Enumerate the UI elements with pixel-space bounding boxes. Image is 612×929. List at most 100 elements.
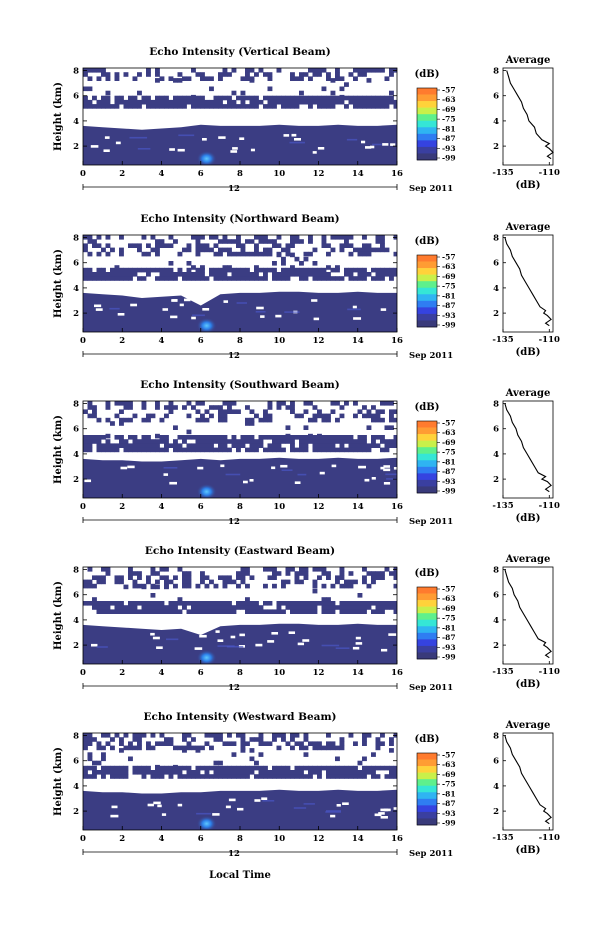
echo-upper-band-cell [87,401,93,406]
echo-upper-band-cell [281,733,286,738]
echo-gap-cell [275,314,282,318]
colorbar-swatch [417,313,437,321]
echo-sparse-cell [105,433,111,439]
echo-lower-band-cell [110,104,115,109]
colorbar-swatch [417,268,437,275]
x-tick-label: 8 [237,336,243,346]
echo-upper-band-cell [330,401,336,406]
echo-lower-band-cell [182,439,187,444]
echo-lower-band-cell [132,99,138,105]
echo-upper-band-cell [182,405,187,410]
echo-gap-cell [194,647,203,650]
echo-lower-band-cell [137,104,142,109]
colorbar-swatch [417,600,437,607]
echo-upper-band-cell [371,571,376,576]
echo-upper-band-cell [137,741,142,746]
echo-gap-cell [169,481,178,485]
echo-lower-band-cell [344,770,349,775]
echo-upper-band-cell [312,72,318,77]
echo-sparse-cell [209,86,214,92]
echo-upper-band-cell [362,413,367,419]
echo-lower-band-cell [362,99,367,105]
echo-upper-band-cell [240,745,246,751]
echo-upper-band-cell [249,68,255,73]
echo-upper-band-cell [312,567,318,572]
echo-upper-band-cell [389,737,394,742]
echo-lower-band-cell [357,267,363,273]
echo-upper-band-cell [240,571,246,576]
profile-y-tick-label: 6 [493,425,499,435]
echo-sparse-cell [231,752,237,757]
echo-lower-band-cell [258,770,264,775]
echo-lower-band-cell [254,272,259,277]
echo-gap-cell [342,802,349,805]
echo-gap-cell [199,634,207,638]
echo-lower-band-cell [321,435,327,440]
echo-lower-band-cell [119,605,124,610]
profile-x-tick-label: -110 [539,667,560,677]
echo-upper-band-cell [105,741,111,746]
echo-streak [335,647,350,649]
echo-lower-band-cell [177,267,183,273]
echo-sparse-cell [290,252,295,258]
echo-upper-band-cell [276,571,282,576]
echo-lower-band-cell [353,774,358,779]
echo-upper-band-cell [186,741,192,746]
echo-upper-band-cell [294,733,300,738]
echo-lower-band-cell [330,276,336,281]
echo-lower-band-cell [348,276,354,281]
echo-streak [284,311,300,313]
profile-title: Average [505,720,551,731]
echo-upper-band-cell [326,243,331,248]
echo-upper-band-cell [87,741,93,746]
profile-frame [502,400,554,499]
echo-upper-band-cell [258,741,264,746]
echo-lower-band-cell [294,774,300,779]
echo-lower-band-cell [321,104,327,109]
echo-upper-band-cell [362,733,367,738]
echo-upper-band-cell [276,243,282,248]
echo-gap-cell [261,797,268,800]
echo-lower-band-cell [276,774,282,779]
echo-lower-band-cell [267,443,273,448]
echo-lower-band-cell [101,765,106,771]
echo-upper-band-cell [218,72,223,77]
echo-gap-cell [232,147,238,150]
echo-lower-band-cell [362,443,367,448]
echo-lower-band-cell [119,99,124,105]
echo-lower-band-cell [236,601,241,606]
echo-upper-band-cell [393,575,397,580]
echo-hotspot [196,317,217,332]
echo-lower-band-cell [335,447,340,453]
echo-upper-band-cell [353,76,358,81]
echo-streak [196,812,212,815]
echo-sparse-cell [285,425,291,430]
echo-lower-band-cell [141,276,147,281]
echo-upper-band-cell [227,239,232,244]
y-tick-label: 2 [73,475,79,485]
echo-upper-band-cell [168,76,174,81]
echo-sparse-cell [123,584,129,590]
echo-upper-band-cell [155,405,160,410]
x-tick-label: 12 [313,502,325,512]
y-axis-label: Height (km) [53,82,64,151]
echo-upper-band-cell [155,247,160,253]
echo-lower-band-cell [389,439,394,444]
y-tick-label: 4 [73,782,79,792]
echo-lower-band-cell [101,435,106,440]
echo-gap-cell [383,482,391,485]
echo-lower-band-cell [366,447,372,453]
echo-lower-band-cell [231,99,237,105]
echo-upper-band-cell [339,235,345,240]
echo-sparse-cell [168,261,174,266]
echo-sparse-cell [83,86,88,92]
echo-sparse-cell [339,94,345,100]
echo-lower-band-cell [227,447,232,453]
echo-lower-band-cell [276,272,282,277]
echo-upper-band-cell [128,571,133,576]
x-axis-label: Local Time [209,870,271,881]
colorbar-tick-label: -99 [442,154,456,163]
echo-lower-band-cell [209,104,214,109]
echo-solid-region [83,291,397,332]
echo-lower-band-cell [272,439,277,444]
